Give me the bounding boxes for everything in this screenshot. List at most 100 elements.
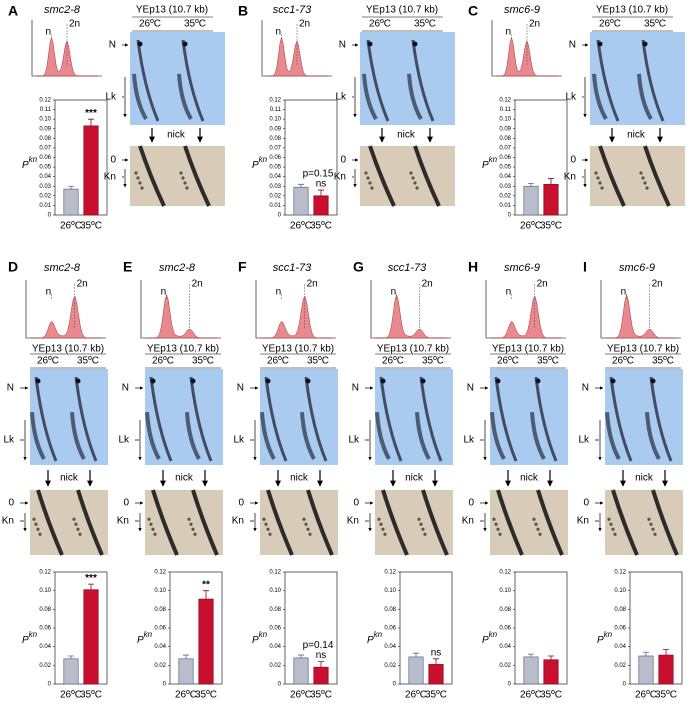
y-tick-label: 0.12: [269, 98, 281, 104]
gel-label: Lk: [105, 92, 117, 103]
y-tick-label: 0.12: [499, 98, 511, 104]
y-tick-label: 0.10: [39, 117, 51, 123]
error-bar: [68, 185, 74, 190]
y-tick-label: 0: [163, 682, 167, 688]
plot-frame: [514, 99, 568, 216]
gel-spot: [409, 171, 413, 175]
gel-label: Kn: [462, 516, 474, 527]
temperature-label: 35ºC: [537, 356, 559, 367]
y-tick-label: 0.06: [499, 155, 511, 161]
error-bar: [183, 654, 189, 659]
gel-spot: [76, 527, 80, 531]
y-axis-label: Pkn: [137, 630, 153, 646]
gel-band: [530, 412, 546, 460]
histogram-axes: [600, 280, 681, 339]
plasmid-label: YEp13 (10.7 kb): [262, 344, 334, 355]
y-tick-label: 0.08: [269, 136, 281, 142]
plot-frame: [54, 99, 108, 216]
bar: [63, 658, 79, 685]
y-tick-label: 0.08: [154, 607, 166, 613]
plot-frame: [284, 99, 338, 216]
plasmid-label: YEp13 (10.7 kb): [492, 344, 564, 355]
y-tick-label: 0: [393, 682, 397, 688]
histogram: [489, 295, 562, 339]
gel-spot: [494, 522, 498, 526]
gel-band: [136, 39, 160, 122]
plasmid-label: YEp13 (10.7 kb): [366, 5, 438, 16]
y-tick-label: 0.04: [499, 174, 511, 180]
histogram: [144, 293, 217, 339]
gel-label: Kn: [232, 516, 244, 527]
gel-label: Kn: [2, 516, 14, 527]
significance: ns: [316, 650, 327, 661]
category-label: 35ºC: [425, 690, 447, 701]
y-axis-label: Pkn: [22, 155, 38, 171]
y-tick-label: 0.09: [499, 126, 511, 132]
strain-name: scc1-73: [388, 262, 427, 274]
gel-pointer: [365, 420, 370, 460]
y-tick-label: 0.08: [39, 136, 51, 142]
gel-spot: [306, 527, 310, 531]
y-tick-label: 0.03: [499, 184, 511, 190]
gel-spot: [308, 532, 312, 536]
gel-band: [36, 489, 64, 556]
plot-frame: [54, 571, 108, 685]
gel-pointer: [135, 420, 140, 460]
p-value: p=0.15: [303, 169, 334, 180]
temperature-label: 35ºC: [184, 19, 206, 30]
y-axis-label-superscript: kn: [144, 630, 153, 639]
y-tick-label: 0.08: [39, 607, 51, 613]
gel-spot: [366, 176, 370, 180]
ploidy-label: n: [276, 287, 282, 298]
gel-spot: [136, 176, 140, 180]
gel-band: [185, 412, 201, 460]
gel-spot: [641, 176, 645, 180]
gel-spot: [613, 532, 617, 536]
y-tick-label: 0.08: [614, 607, 626, 613]
gel-label: 0: [8, 498, 14, 509]
plot-frame: [284, 571, 338, 685]
gel-band: [260, 412, 276, 460]
y-axis-label-base: P: [22, 160, 29, 171]
enzyme-label: nick: [627, 130, 646, 141]
temperature-label: 35ºC: [192, 356, 214, 367]
gel-band: [368, 145, 396, 207]
panel-label: H: [468, 259, 478, 275]
gel-spot: [150, 378, 156, 384]
gel-label: Lk: [348, 435, 360, 446]
gel-pointer: [135, 513, 140, 531]
plasmid-label: YEp13 (10.7 kb): [377, 344, 449, 355]
y-axis-label-base: P: [252, 635, 259, 646]
gel-spot: [183, 181, 187, 185]
bar: [83, 125, 99, 216]
gel-spot: [153, 532, 157, 536]
error-bar: [298, 654, 304, 658]
y-tick-label: 0.10: [614, 588, 626, 594]
gel-label: Lk: [335, 92, 347, 103]
error-bar: [528, 653, 534, 657]
y-tick-label: 0.06: [499, 626, 511, 632]
y-axis-label-base: P: [597, 635, 604, 646]
gel-band: [191, 489, 219, 556]
y-tick-label: 0.10: [39, 588, 51, 594]
y-tick-label: 0.06: [39, 626, 51, 632]
histogram: [29, 295, 102, 339]
gel-spot: [639, 171, 643, 175]
gel-band: [375, 412, 391, 460]
gel-label: 0: [583, 498, 589, 509]
gel-band: [379, 376, 403, 462]
y-tick-label: 0.05: [269, 165, 281, 171]
ploidy-label: 2n: [529, 19, 540, 30]
ploidy-marker: [511, 24, 528, 66]
panel-label: G: [353, 259, 364, 275]
y-tick-label: 0.02: [39, 663, 51, 669]
category-label: 26ºC: [60, 221, 82, 232]
panel-label: D: [8, 259, 18, 275]
category-label: 26ºC: [635, 690, 657, 701]
bar: [83, 589, 99, 685]
panel-label: B: [238, 3, 248, 19]
y-tick-label: 0.02: [614, 663, 626, 669]
histogram: [265, 36, 328, 77]
gel-spot: [140, 186, 144, 190]
strain-name: smc6-9: [619, 262, 655, 274]
